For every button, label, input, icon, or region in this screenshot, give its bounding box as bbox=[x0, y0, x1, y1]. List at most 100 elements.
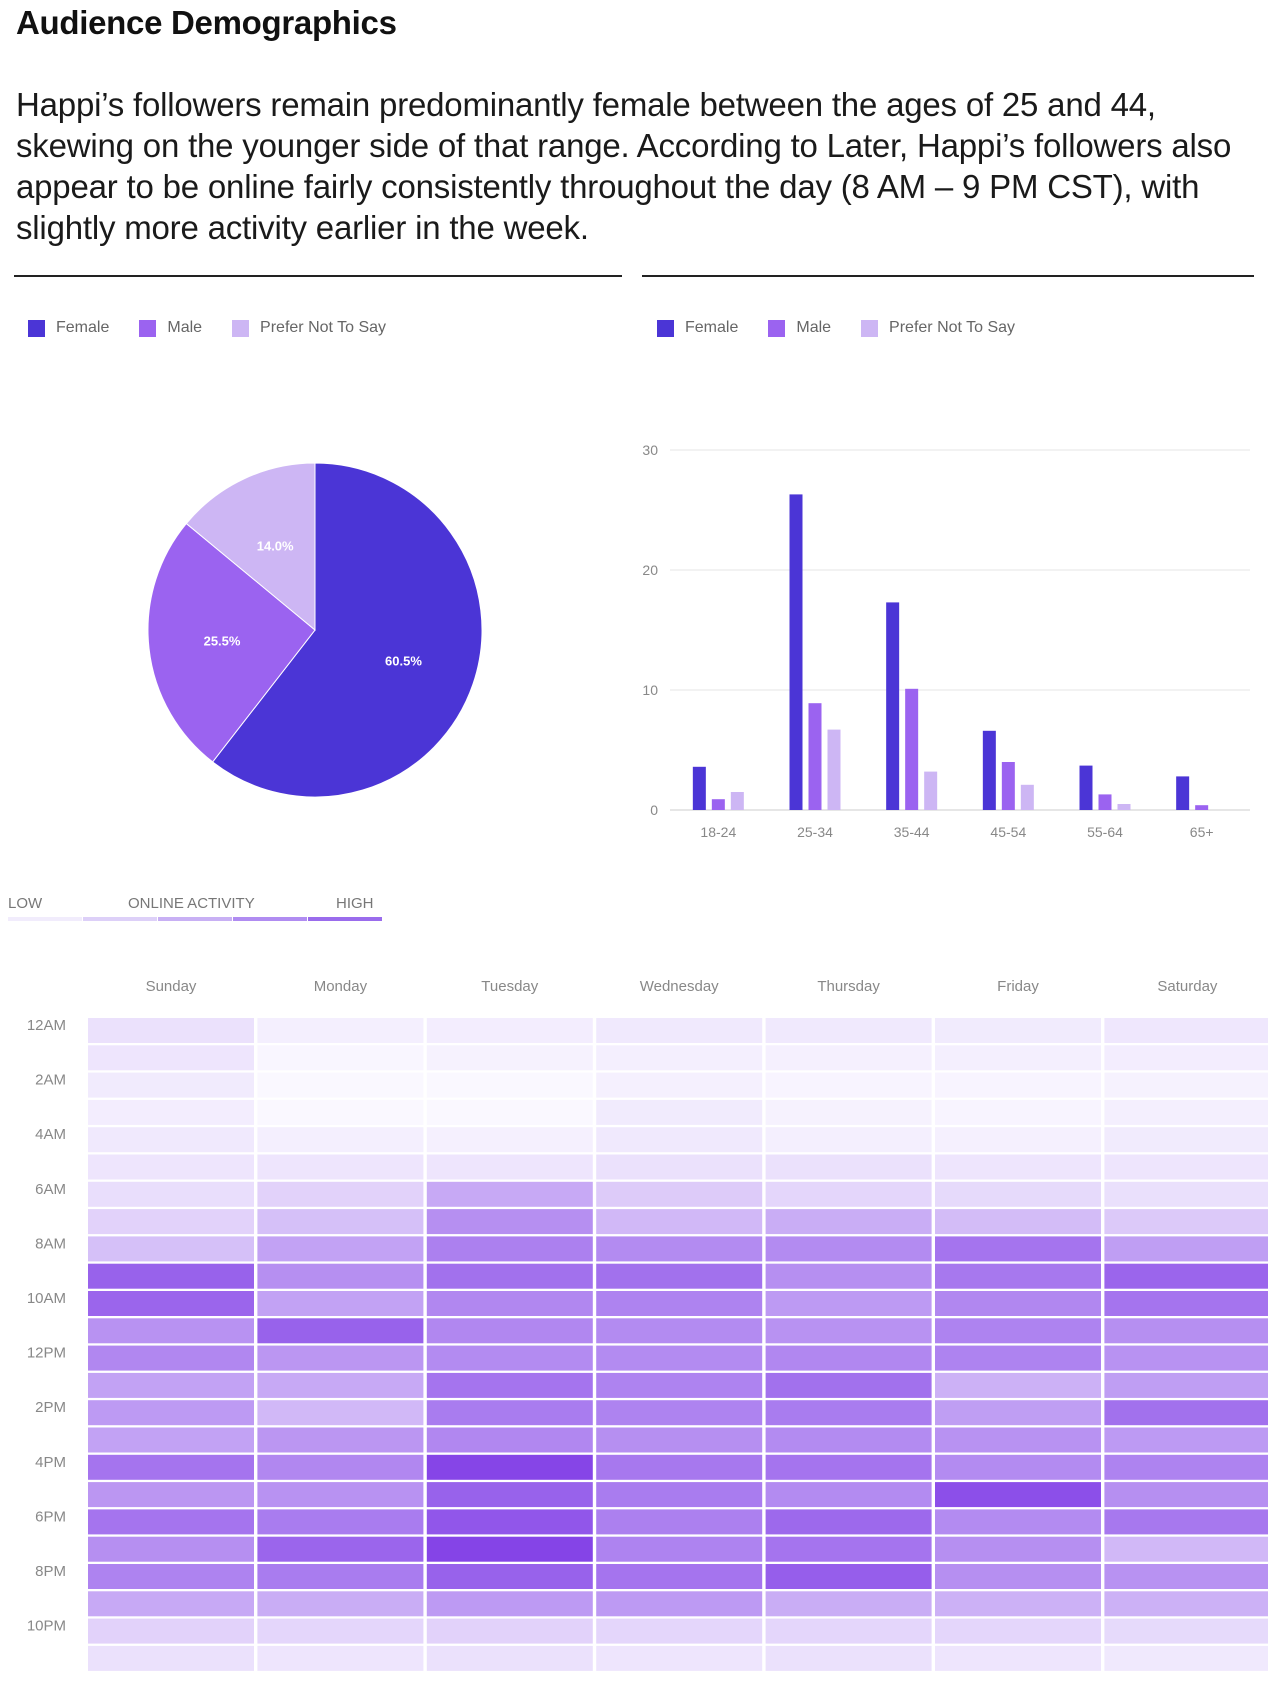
heatmap-cell[interactable] bbox=[426, 1018, 593, 1043]
heatmap-cell[interactable] bbox=[88, 1618, 254, 1644]
heatmap-cell[interactable] bbox=[596, 1591, 763, 1617]
heatmap-cell[interactable] bbox=[426, 1099, 593, 1125]
pie-slice-prefer-not-to-say[interactable] bbox=[185, 462, 316, 632]
heatmap-cell[interactable] bbox=[765, 1263, 932, 1289]
heatmap-cell[interactable] bbox=[765, 1400, 932, 1426]
heatmap-cell[interactable] bbox=[426, 1591, 593, 1617]
heatmap-cell[interactable] bbox=[765, 1181, 932, 1207]
heatmap-cell[interactable] bbox=[88, 1345, 254, 1371]
heatmap-cell[interactable] bbox=[1104, 1154, 1268, 1180]
bar-male-65+[interactable] bbox=[1195, 805, 1209, 810]
heatmap-cell[interactable] bbox=[935, 1154, 1101, 1180]
heatmap-cell[interactable] bbox=[257, 1645, 424, 1671]
bar-male-45-54[interactable] bbox=[1001, 762, 1015, 810]
heatmap-cell[interactable] bbox=[935, 1072, 1101, 1098]
heatmap-cell[interactable] bbox=[88, 1263, 254, 1289]
heatmap-cell[interactable] bbox=[257, 1400, 424, 1426]
heatmap-cell[interactable] bbox=[765, 1482, 932, 1508]
heatmap-cell[interactable] bbox=[426, 1482, 593, 1508]
heatmap-cell[interactable] bbox=[257, 1427, 424, 1453]
heatmap-cell[interactable] bbox=[935, 1372, 1101, 1398]
heatmap-cell[interactable] bbox=[596, 1400, 763, 1426]
heatmap-cell[interactable] bbox=[88, 1072, 254, 1098]
heatmap-cell[interactable] bbox=[765, 1236, 932, 1262]
heatmap-cell[interactable] bbox=[1104, 1345, 1268, 1371]
heatmap-cell[interactable] bbox=[257, 1454, 424, 1480]
heatmap-cell[interactable] bbox=[1104, 1072, 1268, 1098]
heatmap-cell[interactable] bbox=[765, 1454, 932, 1480]
heatmap-cell[interactable] bbox=[88, 1291, 254, 1316]
heatmap-cell[interactable] bbox=[257, 1509, 424, 1535]
heatmap-cell[interactable] bbox=[596, 1536, 763, 1562]
heatmap-cell[interactable] bbox=[596, 1018, 763, 1043]
heatmap-cell[interactable] bbox=[426, 1345, 593, 1371]
heatmap-cell[interactable] bbox=[88, 1181, 254, 1207]
heatmap-cell[interactable] bbox=[88, 1018, 254, 1043]
heatmap-cell[interactable] bbox=[596, 1099, 763, 1125]
heatmap-cell[interactable] bbox=[596, 1318, 763, 1344]
heatmap-cell[interactable] bbox=[596, 1127, 763, 1153]
heatmap-cell[interactable] bbox=[935, 1209, 1101, 1235]
heatmap-cell[interactable] bbox=[88, 1127, 254, 1153]
bar-prefer-not-to-say-18-24[interactable] bbox=[730, 792, 744, 810]
heatmap-cell[interactable] bbox=[935, 1345, 1101, 1371]
heatmap-cell[interactable] bbox=[765, 1318, 932, 1344]
heatmap-cell[interactable] bbox=[935, 1263, 1101, 1289]
heatmap-cell[interactable] bbox=[88, 1564, 254, 1589]
heatmap-cell[interactable] bbox=[426, 1154, 593, 1180]
heatmap-cell[interactable] bbox=[765, 1045, 932, 1071]
bar-female-25-34[interactable] bbox=[789, 494, 803, 810]
heatmap-cell[interactable] bbox=[765, 1645, 932, 1671]
legend-item-male[interactable]: Male bbox=[139, 319, 202, 337]
heatmap-cell[interactable] bbox=[765, 1018, 932, 1043]
heatmap-cell[interactable] bbox=[765, 1127, 932, 1153]
heatmap-cell[interactable] bbox=[765, 1618, 932, 1644]
bar-male-55-64[interactable] bbox=[1098, 794, 1112, 810]
heatmap-cell[interactable] bbox=[935, 1427, 1101, 1453]
legend-item-prefer-not[interactable]: Prefer Not To Say bbox=[232, 319, 386, 337]
heatmap-cell[interactable] bbox=[1104, 1427, 1268, 1453]
heatmap-cell[interactable] bbox=[935, 1318, 1101, 1344]
heatmap-cell[interactable] bbox=[765, 1345, 932, 1371]
heatmap-cell[interactable] bbox=[935, 1564, 1101, 1589]
heatmap-cell[interactable] bbox=[257, 1099, 424, 1125]
heatmap-cell[interactable] bbox=[257, 1591, 424, 1617]
heatmap-cell[interactable] bbox=[88, 1154, 254, 1180]
heatmap-cell[interactable] bbox=[1104, 1209, 1268, 1235]
heatmap-cell[interactable] bbox=[596, 1427, 763, 1453]
heatmap-cell[interactable] bbox=[426, 1291, 593, 1316]
bar-female-18-24[interactable] bbox=[692, 766, 706, 810]
heatmap-cell[interactable] bbox=[426, 1509, 593, 1535]
bar-prefer-not-to-say-25-34[interactable] bbox=[827, 729, 841, 810]
heatmap-cell[interactable] bbox=[765, 1291, 932, 1316]
bar-male-35-44[interactable] bbox=[905, 688, 919, 810]
heatmap-cell[interactable] bbox=[426, 1564, 593, 1589]
heatmap-cell[interactable] bbox=[426, 1427, 593, 1453]
heatmap-cell[interactable] bbox=[765, 1154, 932, 1180]
heatmap-cell[interactable] bbox=[935, 1645, 1101, 1671]
heatmap-cell[interactable] bbox=[765, 1536, 932, 1562]
heatmap-cell[interactable] bbox=[88, 1099, 254, 1125]
heatmap-cell[interactable] bbox=[765, 1509, 932, 1535]
bar-female-55-64[interactable] bbox=[1079, 765, 1093, 810]
heatmap-cell[interactable] bbox=[88, 1400, 254, 1426]
heatmap-cell[interactable] bbox=[88, 1645, 254, 1671]
heatmap-cell[interactable] bbox=[765, 1099, 932, 1125]
bar-female-35-44[interactable] bbox=[886, 602, 900, 810]
legend-item-male[interactable]: Male bbox=[768, 319, 831, 337]
heatmap-cell[interactable] bbox=[257, 1018, 424, 1043]
heatmap-cell[interactable] bbox=[257, 1291, 424, 1316]
heatmap-cell[interactable] bbox=[257, 1209, 424, 1235]
heatmap-cell[interactable] bbox=[426, 1181, 593, 1207]
bar-female-65+[interactable] bbox=[1176, 776, 1190, 810]
legend-item-prefer-not[interactable]: Prefer Not To Say bbox=[861, 319, 1015, 337]
heatmap-cell[interactable] bbox=[596, 1509, 763, 1535]
heatmap-cell[interactable] bbox=[935, 1045, 1101, 1071]
heatmap-cell[interactable] bbox=[1104, 1127, 1268, 1153]
heatmap-cell[interactable] bbox=[426, 1536, 593, 1562]
heatmap-cell[interactable] bbox=[1104, 1482, 1268, 1508]
heatmap-cell[interactable] bbox=[1104, 1536, 1268, 1562]
heatmap-cell[interactable] bbox=[935, 1127, 1101, 1153]
heatmap-cell[interactable] bbox=[88, 1209, 254, 1235]
heatmap-cell[interactable] bbox=[935, 1236, 1101, 1262]
